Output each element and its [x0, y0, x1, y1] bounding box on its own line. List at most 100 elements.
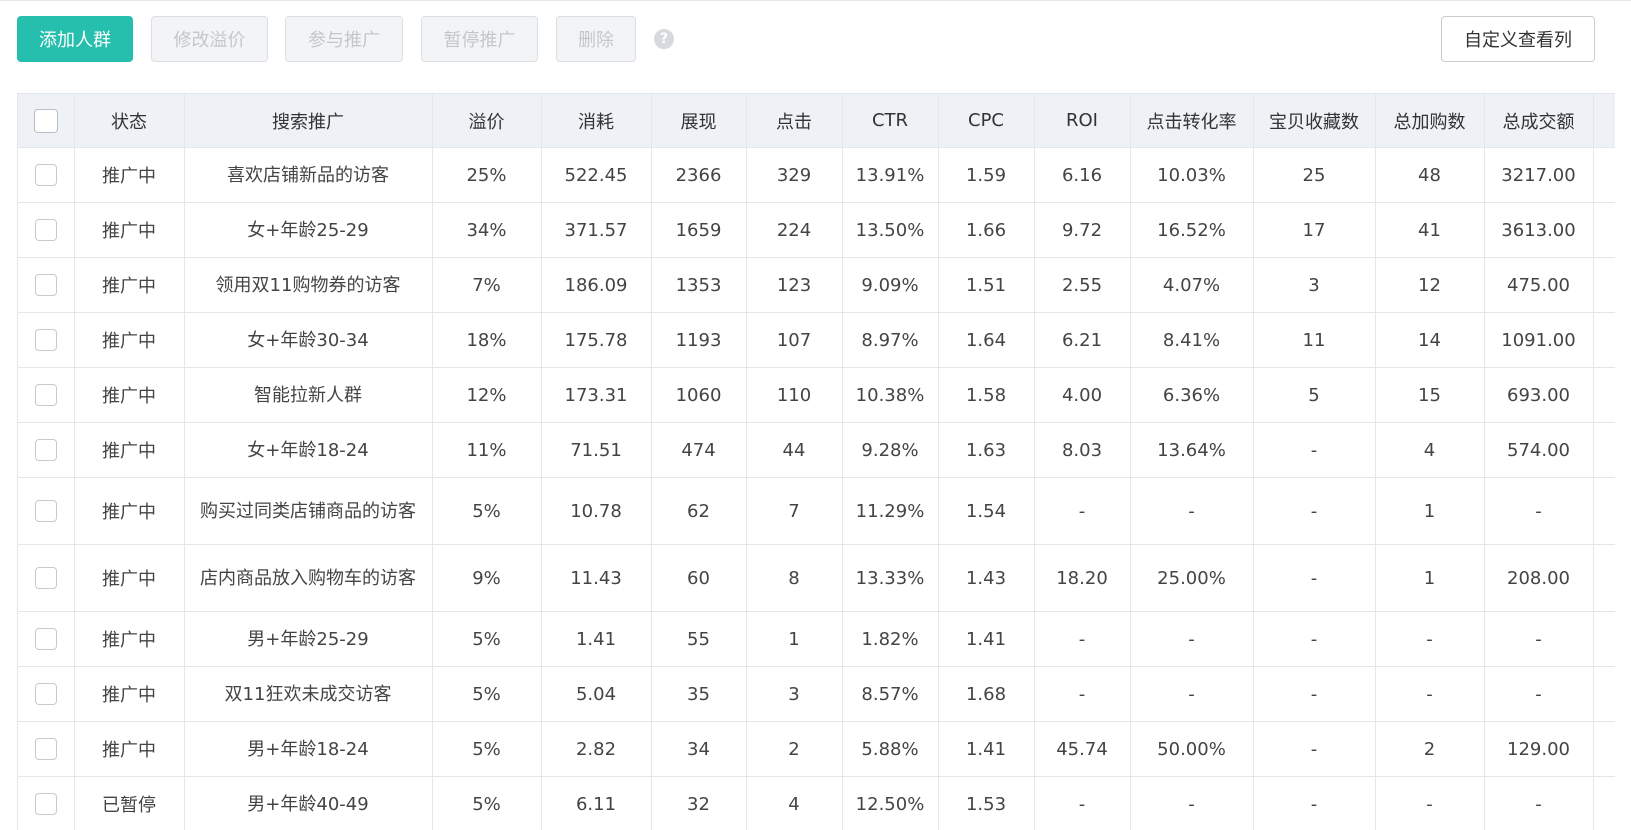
cell-roi: 8.03	[1034, 422, 1131, 478]
row-checkbox[interactable]	[34, 500, 57, 522]
cell-cpc: 1.66	[938, 202, 1035, 258]
cell-favorites: -	[1253, 666, 1376, 722]
cell-roi: 6.21	[1034, 312, 1131, 368]
table-row[interactable]: 推广中 女+年龄25-29 34% 371.57 1659 224 13.50% 1.66 9.…	[18, 202, 1615, 258]
cell-ctr: 13.33%	[842, 544, 939, 612]
row-checkbox[interactable]	[34, 793, 57, 815]
cell-gmv: -	[1484, 477, 1594, 545]
cell-cpc: 1.64	[938, 312, 1035, 368]
cell-cpc: 1.43	[938, 544, 1035, 612]
table-row[interactable]: 推广中 女+年龄18-24 11% 71.51 474 44 9.28% 1.63 8.03 13…	[18, 422, 1615, 478]
cell-status: 推广中	[74, 666, 185, 722]
cell-clicks: 107	[746, 312, 843, 368]
row-checkbox[interactable]	[34, 164, 57, 186]
row-checkbox[interactable]	[34, 628, 57, 650]
column-header[interactable]: 状态	[74, 93, 185, 148]
cell-favorites: 5	[1253, 367, 1376, 423]
table-row[interactable]: 推广中 店内商品放入购物车的访客 9% 11.43 60 8 13.33% 1.43 18.20…	[18, 544, 1615, 612]
cell-overflow	[1593, 611, 1615, 667]
row-checkbox[interactable]	[34, 329, 57, 351]
cell-gmv: 1091.00	[1484, 312, 1594, 368]
delete-button[interactable]: 删除	[556, 16, 636, 62]
column-header[interactable]: CTR	[842, 93, 939, 148]
table-row[interactable]: 推广中 双11狂欢未成交访客 5% 5.04 35 3 8.57% 1.68- - - - -	[18, 666, 1615, 722]
cell-gmv: -	[1484, 666, 1594, 722]
table-row[interactable]: 推广中 女+年龄30-34 18% 175.78 1193 107 8.97% 1.64 6.2…	[18, 312, 1615, 368]
table-row[interactable]: 推广中 男+年龄25-29 5% 1.41 55 1 1.82% 1.41- - - - -	[18, 611, 1615, 667]
cell-cost: 175.78	[541, 312, 652, 368]
cell-favorites: -	[1253, 477, 1376, 545]
cell-name: 男+年龄40-49	[184, 776, 433, 830]
pause-promotion-button[interactable]: 暂停推广	[421, 16, 538, 62]
column-header[interactable]: 总成交额	[1484, 93, 1594, 148]
column-header[interactable]: 点击	[746, 93, 843, 148]
cell-clicks: 329	[746, 147, 843, 203]
row-select-cell	[18, 147, 75, 203]
cell-clicks: 44	[746, 422, 843, 478]
cell-cost: 11.43	[541, 544, 652, 612]
column-header[interactable]: 宝贝收藏数	[1253, 93, 1376, 148]
cell-favorites: 11	[1253, 312, 1376, 368]
column-header[interactable]: ROI	[1034, 93, 1131, 148]
table-row[interactable]: 推广中 男+年龄18-24 5% 2.82 34 2 5.88% 1.41 45.74 50.00…	[18, 721, 1615, 777]
cell-impressions: 35	[651, 666, 747, 722]
cell-cpc: 1.54	[938, 477, 1035, 545]
column-header[interactable]: CPC	[938, 93, 1035, 148]
cell-overflow	[1593, 477, 1615, 545]
cell-cost: 10.78	[541, 477, 652, 545]
cell-gmv: -	[1484, 776, 1594, 830]
cell-name: 喜欢店铺新品的访客	[184, 147, 433, 203]
cell-clicks: 1	[746, 611, 843, 667]
cell-status: 推广中	[74, 477, 185, 545]
cell-premium: 5%	[432, 776, 542, 830]
cell-overflow	[1593, 544, 1615, 612]
table-row[interactable]: 推广中 领用双11购物券的访客 7% 186.09 1353 123 9.09% 1.51 2.…	[18, 257, 1615, 313]
help-icon[interactable]: ?	[654, 29, 674, 49]
table-row[interactable]: 已暂停 男+年龄40-49 5% 6.11 32 4 12.50% 1.53- - - - -	[18, 776, 1615, 830]
cell-status: 推广中	[74, 422, 185, 478]
row-checkbox[interactable]	[34, 219, 57, 241]
row-checkbox[interactable]	[34, 683, 57, 705]
cell-favorites: 3	[1253, 257, 1376, 313]
row-checkbox[interactable]	[34, 567, 57, 589]
cell-impressions: 2366	[651, 147, 747, 203]
cell-ctr: 9.09%	[842, 257, 939, 313]
row-checkbox[interactable]	[34, 384, 57, 406]
cell-name: 男+年龄25-29	[184, 611, 433, 667]
table-row[interactable]: 推广中 智能拉新人群 12% 173.31 1060 110 10.38% 1.58 4.00 6…	[18, 367, 1615, 423]
cell-ctr: 11.29%	[842, 477, 939, 545]
cell-name: 智能拉新人群	[184, 367, 433, 423]
column-header[interactable]: 点击转化率	[1130, 93, 1254, 148]
join-promotion-button[interactable]: 参与推广	[285, 16, 403, 62]
table-row[interactable]: 推广中 喜欢店铺新品的访客 25% 522.45 2366 329 13.91% 1.59 6.…	[18, 147, 1615, 203]
cell-clicks: 110	[746, 367, 843, 423]
row-select-cell	[18, 257, 75, 313]
table-row[interactable]: 推广中 购买过同类店铺商品的访客 5% 10.78 62 7 11.29% 1.54- - -1-	[18, 477, 1615, 545]
cell-clicks: 3	[746, 666, 843, 722]
cell-clicks: 224	[746, 202, 843, 258]
cell-favorites: -	[1253, 544, 1376, 612]
custom-columns-button[interactable]: 自定义查看列	[1441, 16, 1595, 62]
row-select-cell	[18, 776, 75, 830]
column-header[interactable]: 消耗	[541, 93, 652, 148]
add-audience-button[interactable]: 添加人群	[17, 16, 133, 62]
column-header[interactable]: 溢价	[432, 93, 542, 148]
cell-premium: 5%	[432, 666, 542, 722]
cell-ctr: 12.50%	[842, 776, 939, 830]
cell-gmv: 3217.00	[1484, 147, 1594, 203]
select-all-checkbox[interactable]	[33, 108, 58, 133]
row-checkbox[interactable]	[34, 274, 57, 296]
row-checkbox[interactable]	[34, 439, 57, 461]
column-header[interactable]: 展现	[651, 93, 747, 148]
cell-gmv: 208.00	[1484, 544, 1594, 612]
cell-favorites: -	[1253, 611, 1376, 667]
cell-name: 领用双11购物券的访客	[184, 257, 433, 313]
cell-premium: 5%	[432, 611, 542, 667]
column-header[interactable]: 总加购数	[1375, 93, 1485, 148]
column-header[interactable]: 搜索推广	[184, 93, 433, 148]
cell-favorites: -	[1253, 721, 1376, 777]
cell-premium: 9%	[432, 544, 542, 612]
row-checkbox[interactable]	[34, 738, 57, 760]
cell-cvr: 13.64%	[1130, 422, 1254, 478]
edit-premium-button[interactable]: 修改溢价	[151, 16, 268, 62]
